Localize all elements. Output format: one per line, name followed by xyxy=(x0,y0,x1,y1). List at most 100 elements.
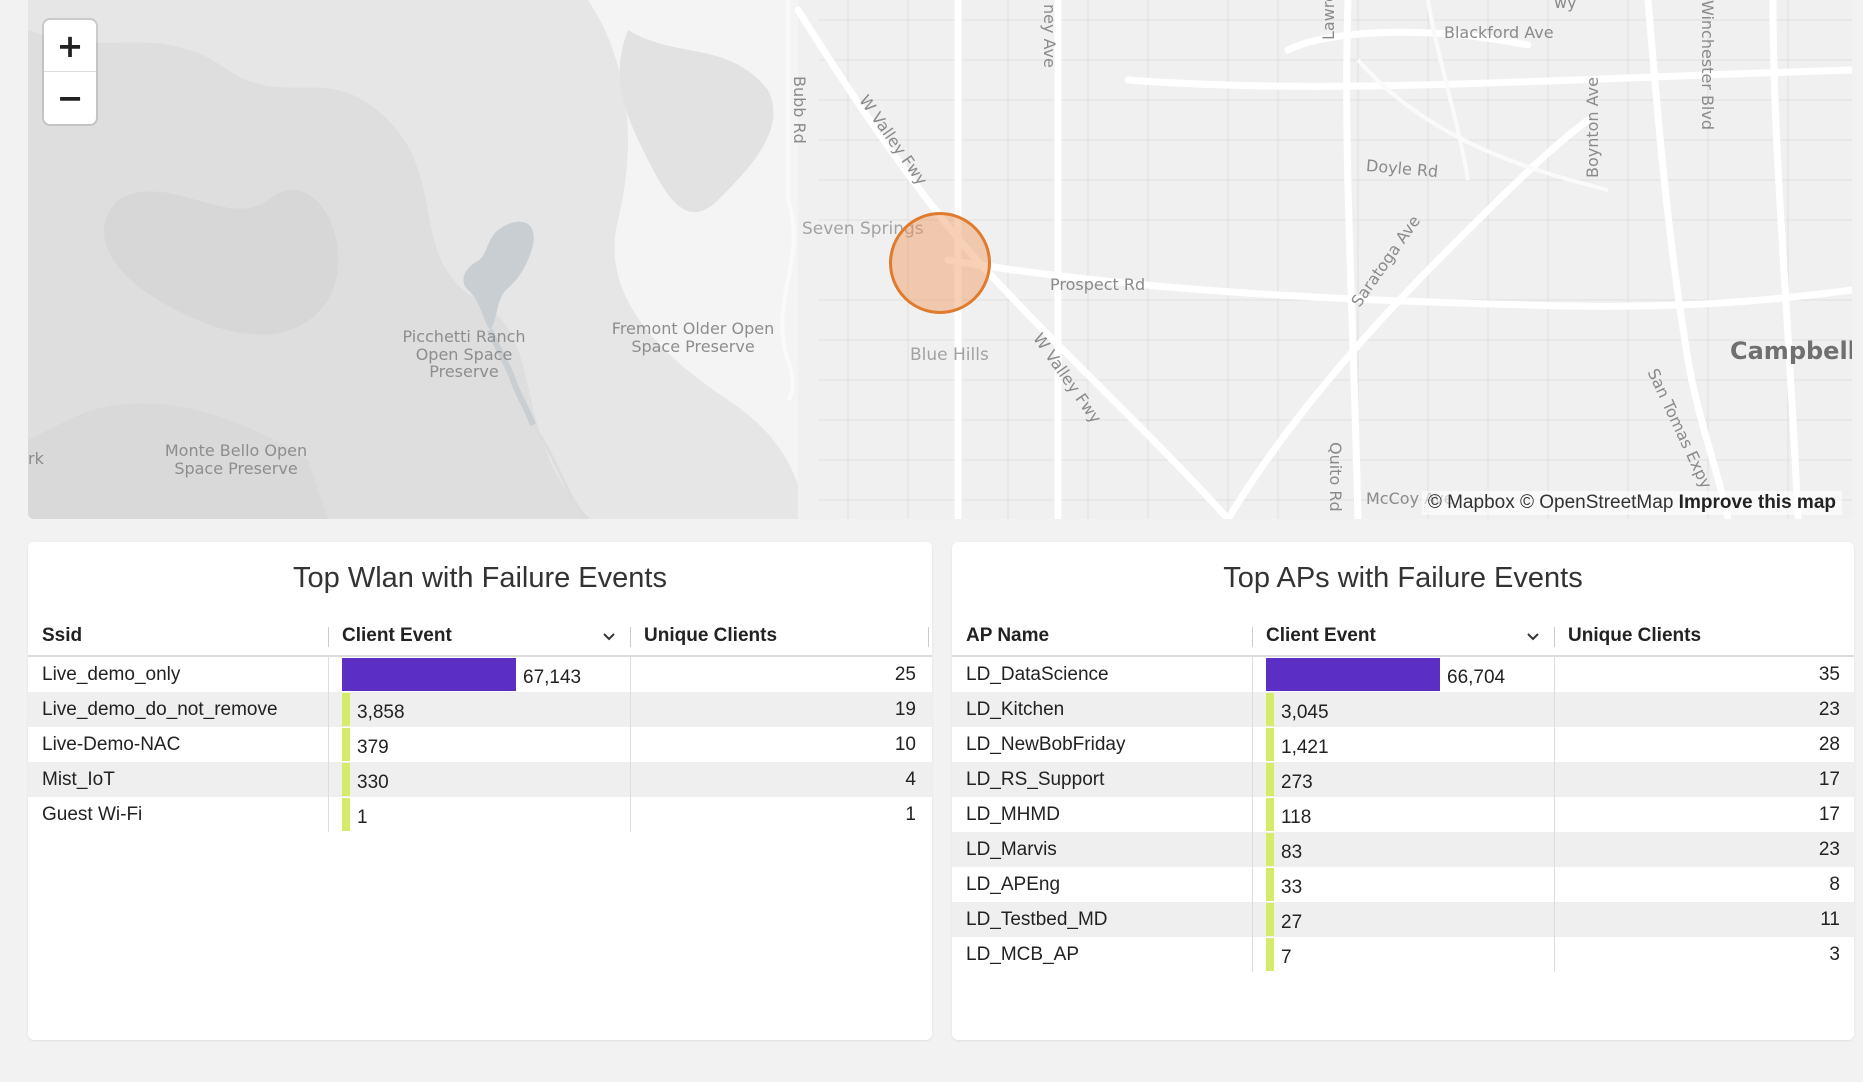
map-label-fremont-older: Fremont Older Open Space Preserve xyxy=(611,319,775,356)
column-header-ap-name[interactable]: AP Name xyxy=(966,625,1050,646)
column-header-client-event[interactable]: Client Event xyxy=(342,625,452,646)
client-event-bar xyxy=(1266,658,1440,691)
table-row[interactable]: LD_Kitchen 3,045 23 xyxy=(952,692,1854,727)
ap-name-cell: LD_MHMD xyxy=(966,804,1060,825)
column-header-unique-clients[interactable]: Unique Clients xyxy=(1568,625,1702,646)
ap-name-cell: LD_NewBobFriday xyxy=(966,734,1126,755)
cell-divider xyxy=(630,727,631,762)
map-label-bubb: Bubb Rd xyxy=(790,76,809,144)
table-row[interactable]: LD_RS_Support 273 17 xyxy=(952,762,1854,797)
column-divider xyxy=(1554,627,1555,647)
ap-name-cell: LD_APEng xyxy=(966,874,1061,895)
column-divider xyxy=(630,627,631,647)
unique-clients-cell: 19 xyxy=(894,699,916,720)
column-header-ssid[interactable]: Ssid xyxy=(42,625,83,646)
unique-clients-cell: 3 xyxy=(1829,944,1840,965)
client-event-value: 66,704 xyxy=(1447,667,1506,688)
client-event-bar xyxy=(1266,868,1274,901)
client-event-bar xyxy=(1266,903,1274,936)
cell-divider xyxy=(1252,692,1253,727)
unique-clients-cell: 11 xyxy=(1820,909,1840,930)
zoom-control: + − xyxy=(44,20,96,124)
client-event-value: 1,421 xyxy=(1281,737,1329,758)
chevron-down-icon[interactable] xyxy=(1526,630,1540,644)
table-row[interactable]: LD_DataScience 66,704 35 xyxy=(952,657,1854,692)
client-event-value: 379 xyxy=(357,737,389,758)
cell-divider xyxy=(1554,692,1555,727)
cell-divider xyxy=(1252,832,1253,867)
wlan-table-body: Live_demo_only 67,143 25 Live_demo_do_no… xyxy=(28,657,932,832)
cell-divider xyxy=(1554,727,1555,762)
table-row[interactable]: LD_APEng 33 8 xyxy=(952,867,1854,902)
client-event-value: 67,143 xyxy=(523,667,582,688)
map-label-edge-rk: rk xyxy=(28,449,44,468)
attribution-text[interactable]: © Mapbox © OpenStreetMap xyxy=(1427,492,1674,513)
map-label-blue-hills: Blue Hills xyxy=(910,345,989,365)
cell-divider xyxy=(630,692,631,727)
ssid-cell: Live_demo_only xyxy=(42,664,181,685)
site-map[interactable]: Blackford Ave wy Winchester Blvd Lawrenc… xyxy=(28,0,1852,519)
client-event-value: 27 xyxy=(1281,912,1303,933)
map-label-boynton: Boynton Ave xyxy=(1583,77,1602,178)
table-row[interactable]: Live_demo_only 67,143 25 xyxy=(28,657,932,692)
table-row[interactable]: LD_Testbed_MD 27 11 xyxy=(952,902,1854,937)
map-attribution: © Mapbox © OpenStreetMap Improve this ma… xyxy=(1421,491,1842,515)
cell-divider xyxy=(1554,867,1555,902)
client-event-bar xyxy=(1266,833,1274,866)
column-header-client-event[interactable]: Client Event xyxy=(1266,625,1376,646)
table-row[interactable]: LD_MCB_AP 7 3 xyxy=(952,937,1854,972)
client-event-bar xyxy=(342,763,350,796)
table-row[interactable]: Live-Demo-NAC 379 10 xyxy=(28,727,932,762)
top-wlan-card: Top Wlan with Failure Events Ssid Client… xyxy=(28,542,932,1040)
table-row[interactable]: Mist_IoT 330 4 xyxy=(28,762,932,797)
cell-divider xyxy=(630,797,631,832)
zoom-out-button[interactable]: − xyxy=(44,71,96,123)
cell-divider xyxy=(328,692,329,727)
unique-clients-cell: 10 xyxy=(894,734,916,755)
cell-divider xyxy=(1554,937,1555,972)
unique-clients-cell: 1 xyxy=(905,804,916,825)
client-event-value: 1 xyxy=(357,807,368,828)
map-label-prospect: Prospect Rd xyxy=(1050,275,1146,294)
table-row[interactable]: LD_MHMD 118 17 xyxy=(952,797,1854,832)
ssid-cell: Mist_IoT xyxy=(42,769,115,790)
chevron-down-icon[interactable] xyxy=(602,630,616,644)
cell-divider xyxy=(630,657,631,692)
table-header: AP Name Client Event Unique Clients xyxy=(952,617,1854,657)
site-location-marker[interactable] xyxy=(889,212,991,314)
zoom-in-button[interactable]: + xyxy=(56,26,84,65)
map-label-edge-wy: wy xyxy=(1554,0,1577,12)
client-event-value: 3,858 xyxy=(357,702,405,723)
table-row[interactable]: Live_demo_do_not_remove 3,858 19 xyxy=(28,692,932,727)
table-row[interactable]: LD_Marvis 83 23 xyxy=(952,832,1854,867)
cell-divider xyxy=(1554,657,1555,692)
cell-divider xyxy=(1252,902,1253,937)
cell-divider xyxy=(1252,937,1253,972)
client-event-bar xyxy=(342,798,350,831)
cell-divider xyxy=(1252,797,1253,832)
unique-clients-cell: 35 xyxy=(1818,664,1840,685)
map-label-winchester: Winchester Blvd xyxy=(1698,0,1717,130)
ap-name-cell: LD_Marvis xyxy=(966,839,1057,860)
map-label-quito: Quito Rd xyxy=(1326,442,1345,512)
cell-divider xyxy=(328,657,329,692)
map-label-monte-bello: Monte Bello Open Space Preserve xyxy=(164,441,308,478)
ap-name-cell: LD_Testbed_MD xyxy=(966,909,1108,930)
map-base-tiles xyxy=(28,0,1852,519)
improve-map-link[interactable]: Improve this map xyxy=(1678,492,1836,513)
table-row[interactable]: Guest Wi-Fi 1 1 xyxy=(28,797,932,832)
cell-divider xyxy=(1554,762,1555,797)
client-event-bar xyxy=(342,693,350,726)
table-row[interactable]: LD_NewBobFriday 1,421 28 xyxy=(952,727,1854,762)
unique-clients-cell: 4 xyxy=(905,769,916,790)
client-event-value: 83 xyxy=(1281,842,1303,863)
ap-name-cell: LD_MCB_AP xyxy=(966,944,1079,965)
cell-divider xyxy=(1252,867,1253,902)
column-header-unique-clients[interactable]: Unique Clients xyxy=(644,625,778,646)
client-event-bar xyxy=(1266,763,1274,796)
unique-clients-cell: 25 xyxy=(894,664,916,685)
ap-name-cell: LD_Kitchen xyxy=(966,699,1065,720)
client-event-bar xyxy=(1266,693,1274,726)
unique-clients-cell: 8 xyxy=(1829,874,1840,895)
client-event-value: 273 xyxy=(1281,772,1313,793)
